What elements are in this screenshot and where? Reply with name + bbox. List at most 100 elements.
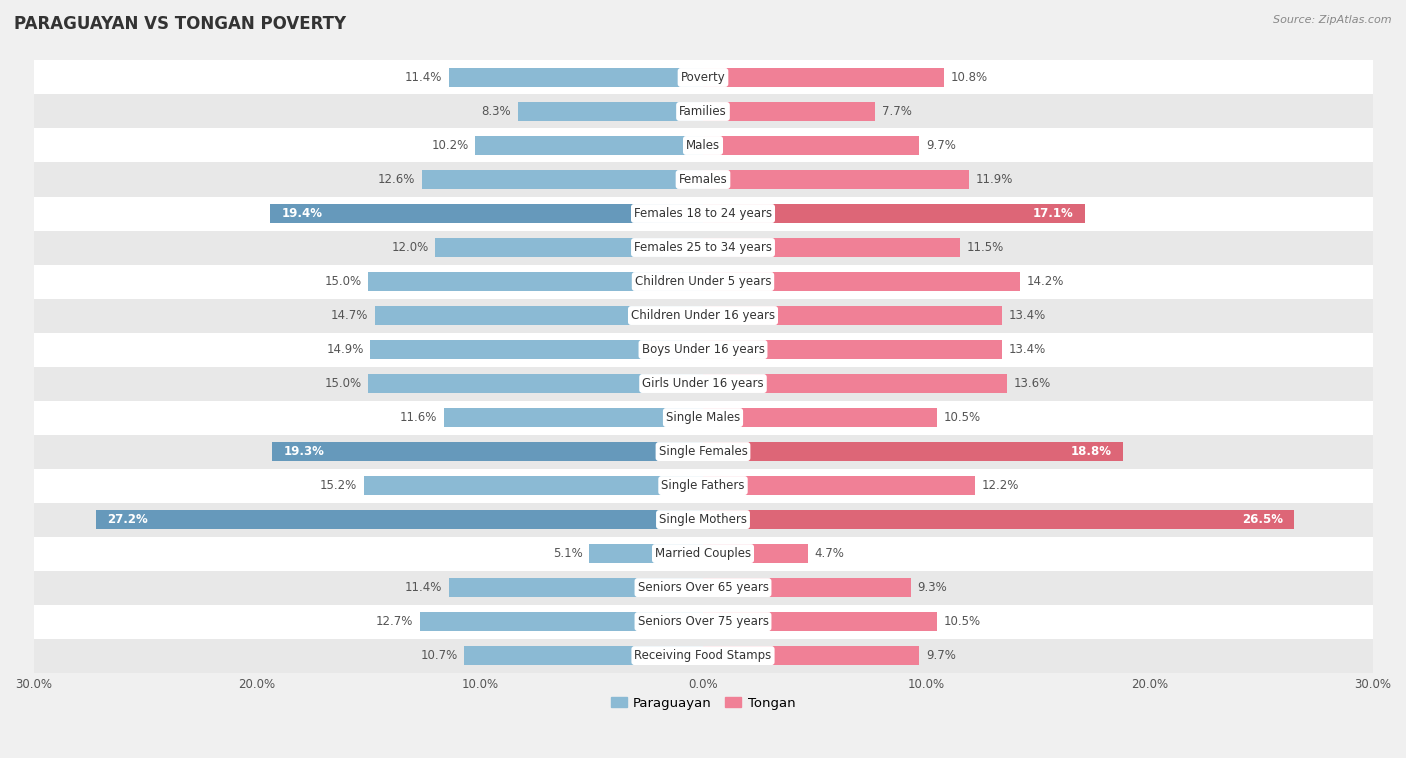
Bar	[703, 409, 938, 427]
Text: Children Under 16 years: Children Under 16 years	[631, 309, 775, 322]
Bar	[703, 442, 1122, 461]
Bar	[34, 537, 1372, 571]
Bar	[34, 605, 1372, 638]
Bar	[34, 162, 1372, 196]
Text: 27.2%: 27.2%	[107, 513, 148, 526]
Text: 14.2%: 14.2%	[1026, 275, 1064, 288]
Bar	[703, 544, 808, 563]
Text: 14.7%: 14.7%	[330, 309, 368, 322]
Text: 17.1%: 17.1%	[1032, 207, 1073, 220]
Text: Girls Under 16 years: Girls Under 16 years	[643, 377, 763, 390]
Text: 11.6%: 11.6%	[401, 411, 437, 424]
Text: Boys Under 16 years: Boys Under 16 years	[641, 343, 765, 356]
Bar	[436, 238, 703, 257]
Text: 8.3%: 8.3%	[481, 105, 510, 118]
Bar	[703, 170, 969, 189]
Legend: Paraguayan, Tongan: Paraguayan, Tongan	[606, 691, 800, 715]
Text: Poverty: Poverty	[681, 71, 725, 84]
Bar	[703, 647, 920, 665]
Text: 9.3%: 9.3%	[917, 581, 948, 594]
Text: Seniors Over 75 years: Seniors Over 75 years	[637, 615, 769, 628]
Bar	[703, 272, 1019, 291]
Text: Males: Males	[686, 139, 720, 152]
Bar	[34, 196, 1372, 230]
Bar	[703, 102, 875, 121]
Text: 12.7%: 12.7%	[375, 615, 413, 628]
Bar	[96, 510, 703, 529]
Text: Females 25 to 34 years: Females 25 to 34 years	[634, 241, 772, 254]
Text: 11.5%: 11.5%	[966, 241, 1004, 254]
Bar	[703, 612, 938, 631]
Text: Source: ZipAtlas.com: Source: ZipAtlas.com	[1274, 15, 1392, 25]
Bar	[368, 374, 703, 393]
Text: Married Couples: Married Couples	[655, 547, 751, 560]
Bar	[517, 102, 703, 121]
Text: 10.5%: 10.5%	[943, 615, 981, 628]
Text: 9.7%: 9.7%	[927, 139, 956, 152]
Bar	[449, 578, 703, 597]
Bar	[34, 571, 1372, 605]
Text: Receiving Food Stamps: Receiving Food Stamps	[634, 649, 772, 662]
Bar	[34, 230, 1372, 265]
Text: 12.2%: 12.2%	[981, 479, 1019, 492]
Text: 15.0%: 15.0%	[325, 377, 361, 390]
Text: 12.0%: 12.0%	[391, 241, 429, 254]
Bar	[34, 434, 1372, 468]
Text: 7.7%: 7.7%	[882, 105, 911, 118]
Text: 18.8%: 18.8%	[1070, 445, 1111, 458]
Text: Seniors Over 65 years: Seniors Over 65 years	[637, 581, 769, 594]
Text: 11.4%: 11.4%	[405, 581, 441, 594]
Bar	[368, 272, 703, 291]
Bar	[273, 442, 703, 461]
Bar	[449, 68, 703, 87]
Bar	[464, 647, 703, 665]
Text: Single Fathers: Single Fathers	[661, 479, 745, 492]
Bar	[703, 68, 943, 87]
Text: 9.7%: 9.7%	[927, 649, 956, 662]
Text: 14.9%: 14.9%	[326, 343, 364, 356]
Bar	[703, 578, 911, 597]
Text: 12.6%: 12.6%	[378, 173, 415, 186]
Text: 13.4%: 13.4%	[1008, 343, 1046, 356]
Bar	[34, 129, 1372, 162]
Bar	[703, 204, 1084, 223]
Bar	[34, 95, 1372, 129]
Text: 26.5%: 26.5%	[1243, 513, 1284, 526]
Bar	[703, 476, 976, 495]
Text: Single Mothers: Single Mothers	[659, 513, 747, 526]
Bar	[270, 204, 703, 223]
Bar	[34, 400, 1372, 434]
Bar	[703, 340, 1002, 359]
Text: Children Under 5 years: Children Under 5 years	[634, 275, 772, 288]
Text: 19.3%: 19.3%	[284, 445, 325, 458]
Bar	[34, 265, 1372, 299]
Text: 5.1%: 5.1%	[553, 547, 582, 560]
Bar	[34, 333, 1372, 367]
Bar	[444, 409, 703, 427]
Text: 11.9%: 11.9%	[976, 173, 1012, 186]
Bar	[34, 638, 1372, 672]
Bar	[703, 136, 920, 155]
Bar	[364, 476, 703, 495]
Text: Single Females: Single Females	[658, 445, 748, 458]
Bar	[34, 299, 1372, 333]
Text: 15.0%: 15.0%	[325, 275, 361, 288]
Bar	[34, 61, 1372, 95]
Text: 15.2%: 15.2%	[319, 479, 357, 492]
Bar	[703, 510, 1295, 529]
Bar	[589, 544, 703, 563]
Text: Families: Families	[679, 105, 727, 118]
Bar	[703, 306, 1002, 325]
Bar	[34, 468, 1372, 503]
Text: Single Males: Single Males	[666, 411, 740, 424]
Text: PARAGUAYAN VS TONGAN POVERTY: PARAGUAYAN VS TONGAN POVERTY	[14, 15, 346, 33]
Bar	[475, 136, 703, 155]
Bar	[371, 340, 703, 359]
Text: 4.7%: 4.7%	[814, 547, 845, 560]
Text: 10.7%: 10.7%	[420, 649, 457, 662]
Text: 10.5%: 10.5%	[943, 411, 981, 424]
Text: Females 18 to 24 years: Females 18 to 24 years	[634, 207, 772, 220]
Text: 13.6%: 13.6%	[1014, 377, 1050, 390]
Bar	[375, 306, 703, 325]
Bar	[422, 170, 703, 189]
